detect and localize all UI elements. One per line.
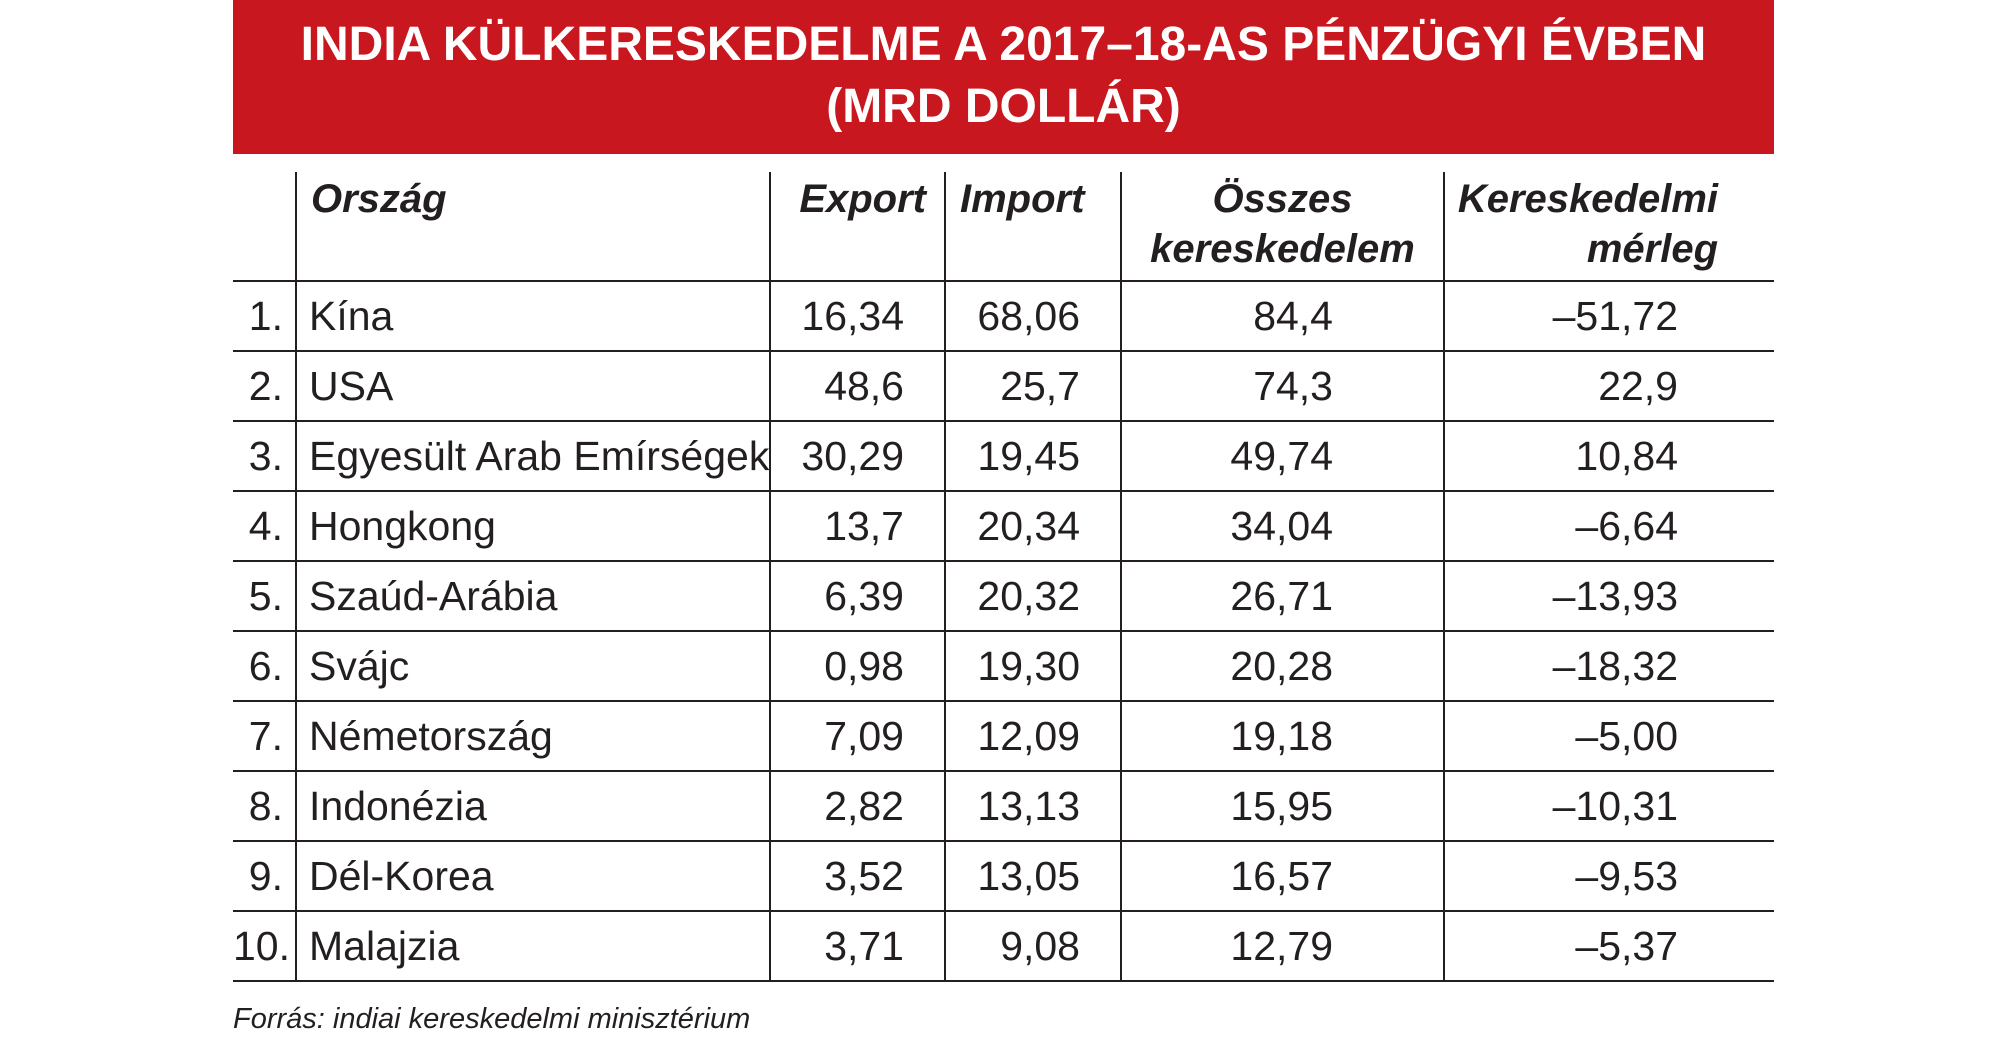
cell-rank: 4.: [248, 502, 283, 549]
trade-table: Ország Export Import Összes kereskedelem…: [233, 172, 1774, 982]
source-note: Forrás: indiai kereskedelmi minisztérium: [233, 1003, 751, 1035]
table-row: 8. Indonézia 2,82 13,13 15,95 –10,31: [233, 771, 1774, 841]
header-rank: [233, 172, 296, 281]
table-row: 10. Malajzia 3,71 9,08 12,79 –5,37: [233, 911, 1774, 981]
cell-country: Kína: [295, 281, 770, 351]
cell-export: 0,98: [769, 631, 945, 701]
cell-import: 19,45: [944, 421, 1121, 491]
table-row: 2. USA 48,6 25,7 74,3 22,9: [233, 351, 1774, 421]
table-row: 4. Hongkong 13,7 20,34 34,04 –6,64: [233, 491, 1774, 561]
cell-export: 30,29: [769, 421, 945, 491]
cell-export: 6,39: [769, 561, 945, 631]
cell-rank: 6.: [248, 642, 283, 689]
cell-country: Dél-Korea: [295, 841, 770, 911]
table-header-row: Ország Export Import Összes kereskedelem…: [233, 172, 1774, 281]
cell-import: 9,08: [944, 911, 1121, 981]
cell-rank: 5.: [248, 572, 283, 619]
cell-export: 3,71: [769, 911, 945, 981]
title-line-2: (MRD DOLLÁR): [826, 80, 1181, 133]
title-banner: INDIA KÜLKERESKEDELME A 2017–18-AS PÉNZÜ…: [233, 0, 1774, 154]
cell-country: USA: [295, 351, 770, 421]
cell-export: 13,7: [769, 491, 945, 561]
cell-trade-balance: –13,93: [1443, 561, 1774, 631]
cell-rank: 7.: [248, 712, 283, 759]
cell-trade-balance: –6,64: [1443, 491, 1774, 561]
cell-country: Szaúd-Arábia: [295, 561, 770, 631]
cell-total-trade: 49,74: [1120, 421, 1444, 491]
header-total-trade: Összes kereskedelem: [1120, 172, 1444, 281]
header-export: Export: [769, 172, 945, 281]
header-total-line-2: kereskedelem: [1150, 227, 1415, 271]
header-trade-balance: Kereskedelmi mérleg: [1443, 172, 1774, 281]
cell-total-trade: 26,71: [1120, 561, 1444, 631]
table-row: 3. Egyesült Arab Emírségek 30,29 19,45 49,74…: [233, 421, 1774, 491]
cell-import: 25,7: [944, 351, 1121, 421]
table-row: 9. Dél-Korea 3,52 13,05 16,57 –9,53: [233, 841, 1774, 911]
cell-export: 48,6: [769, 351, 945, 421]
cell-trade-balance: –5,37: [1443, 911, 1774, 981]
cell-import: 68,06: [944, 281, 1121, 351]
cell-import: 20,34: [944, 491, 1121, 561]
header-country: Ország: [295, 172, 770, 281]
cell-trade-balance: –18,32: [1443, 631, 1774, 701]
cell-total-trade: 84,4: [1120, 281, 1444, 351]
cell-total-trade: 19,18: [1120, 701, 1444, 771]
cell-import: 20,32: [944, 561, 1121, 631]
cell-rank: 9.: [248, 852, 283, 899]
cell-import: 13,05: [944, 841, 1121, 911]
cell-total-trade: 16,57: [1120, 841, 1444, 911]
table-row: 7. Németország 7,09 12,09 19,18 –5,00: [233, 701, 1774, 771]
table-row: 1. Kína 16,34 68,06 84,4 –51,72: [233, 281, 1774, 351]
header-total-line-1: Összes: [1212, 177, 1353, 221]
cell-country: Hongkong: [295, 491, 770, 561]
cell-rank: 10.: [233, 922, 290, 969]
cell-import: 12,09: [944, 701, 1121, 771]
cell-rank: 3.: [248, 432, 283, 479]
cell-country: Svájc: [295, 631, 770, 701]
cell-total-trade: 34,04: [1120, 491, 1444, 561]
cell-rank: 1.: [248, 292, 283, 339]
cell-total-trade: 74,3: [1120, 351, 1444, 421]
cell-total-trade: 12,79: [1120, 911, 1444, 981]
table-body: 1. Kína 16,34 68,06 84,4 –51,72 2. USA 48,6 25,7 7…: [233, 281, 1774, 981]
header-balance-line-1: Kereskedelmi: [1457, 177, 1718, 221]
cell-trade-balance: –5,00: [1443, 701, 1774, 771]
title-line-1: INDIA KÜLKERESKEDELME A 2017–18-AS PÉNZÜ…: [300, 18, 1707, 71]
table-row: 5. Szaúd-Arábia 6,39 20,32 26,71 –13,93: [233, 561, 1774, 631]
cell-rank: 2.: [248, 362, 283, 409]
cell-export: 16,34: [769, 281, 945, 351]
cell-import: 13,13: [944, 771, 1121, 841]
cell-export: 3,52: [769, 841, 945, 911]
cell-country: Németország: [295, 701, 770, 771]
cell-trade-balance: –9,53: [1443, 841, 1774, 911]
cell-export: 2,82: [769, 771, 945, 841]
header-import: Import: [944, 172, 1121, 281]
table-row: 6. Svájc 0,98 19,30 20,28 –18,32: [233, 631, 1774, 701]
cell-country: Malajzia: [295, 911, 770, 981]
cell-trade-balance: 22,9: [1443, 351, 1774, 421]
cell-rank: 8.: [248, 782, 283, 829]
cell-country: Egyesült Arab Emírségek: [295, 421, 770, 491]
header-balance-line-2: mérleg: [1586, 227, 1718, 271]
cell-import: 19,30: [944, 631, 1121, 701]
cell-trade-balance: –51,72: [1443, 281, 1774, 351]
cell-trade-balance: –10,31: [1443, 771, 1774, 841]
cell-country: Indonézia: [295, 771, 770, 841]
cell-export: 7,09: [769, 701, 945, 771]
cell-trade-balance: 10,84: [1443, 421, 1774, 491]
cell-total-trade: 15,95: [1120, 771, 1444, 841]
cell-total-trade: 20,28: [1120, 631, 1444, 701]
